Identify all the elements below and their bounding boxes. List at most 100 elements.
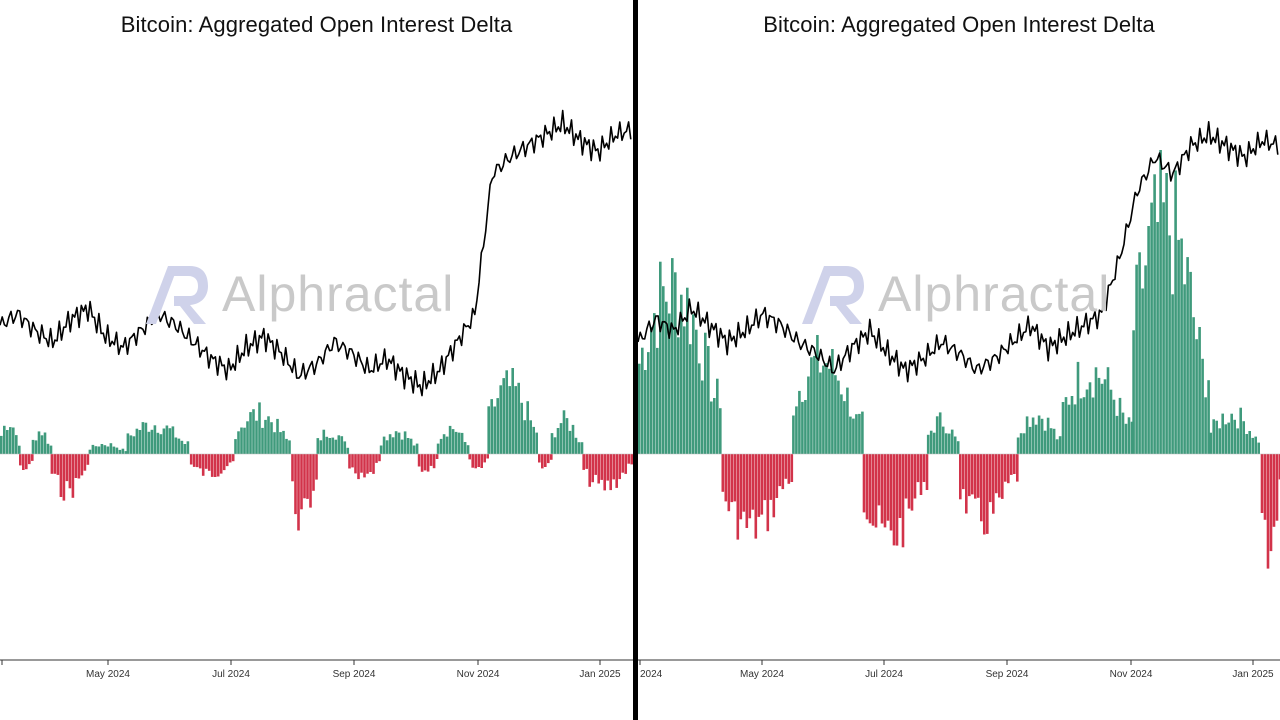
oi-delta-bar	[1171, 294, 1174, 454]
oi-delta-bar	[1150, 202, 1153, 454]
oi-delta-bar	[466, 445, 470, 454]
oi-delta-bar	[1100, 383, 1104, 454]
oi-delta-bar	[80, 454, 84, 476]
oi-delta-bar	[959, 454, 962, 500]
oi-delta-bar	[508, 386, 511, 454]
oi-delta-bar	[1138, 252, 1141, 454]
oi-delta-bar	[594, 454, 597, 475]
oi-delta-bar	[1275, 454, 1279, 521]
oi-delta-bar	[270, 422, 273, 454]
oi-delta-bar	[580, 442, 584, 454]
oi-delta-bar	[1221, 413, 1224, 454]
oi-delta-bar	[1209, 432, 1212, 454]
chart-panel-left: Bitcoin: Aggregated Open Interest Delta …	[0, 0, 633, 720]
oi-delta-bar	[846, 387, 849, 454]
oi-delta-bar	[186, 441, 190, 454]
oi-delta-bar	[276, 418, 279, 454]
oi-delta-bar	[1109, 389, 1113, 454]
oi-delta-bar	[100, 444, 104, 454]
oi-delta-bar	[600, 454, 603, 480]
oi-delta-bar	[541, 454, 544, 469]
oi-delta-bar	[1278, 454, 1280, 480]
oi-delta-bar	[553, 437, 557, 454]
oi-delta-bar	[177, 438, 181, 454]
oi-delta-bar	[297, 454, 300, 531]
oi-delta-bar	[704, 332, 707, 454]
oi-delta-bar	[28, 454, 31, 465]
oi-delta-bar	[932, 432, 936, 454]
oi-delta-bar	[609, 454, 612, 491]
oi-delta-bar	[15, 435, 18, 454]
oi-delta-bar	[792, 415, 795, 454]
oi-delta-bar	[1088, 382, 1092, 454]
oi-delta-bar	[1135, 264, 1138, 454]
oi-delta-bar	[180, 440, 184, 454]
oi-delta-bar	[650, 326, 653, 454]
oi-delta-bar	[168, 428, 172, 454]
oi-delta-bar	[745, 454, 749, 528]
oi-delta-bar	[701, 380, 704, 454]
oi-delta-bar	[288, 440, 291, 454]
oi-delta-bar	[388, 434, 392, 454]
oi-delta-bar	[300, 454, 303, 510]
oi-delta-bar	[962, 454, 965, 490]
oi-delta-bar	[216, 454, 220, 477]
oi-delta-bar	[445, 436, 449, 454]
oi-delta-bar	[1192, 317, 1195, 454]
oi-delta-bar	[463, 442, 467, 454]
oi-delta-bar	[656, 347, 659, 454]
oi-delta-bar	[468, 454, 471, 460]
oi-delta-bar	[83, 454, 87, 471]
oi-delta-bar	[141, 422, 145, 454]
oi-delta-bar	[385, 440, 389, 454]
oi-delta-bar	[309, 454, 312, 508]
oi-delta-bar	[995, 454, 998, 494]
oi-delta-bar	[153, 425, 157, 454]
oi-delta-bar	[258, 402, 261, 454]
oi-delta-bar	[910, 454, 914, 511]
oi-delta-bar	[369, 454, 372, 472]
oi-delta-bar	[378, 454, 381, 462]
oi-delta-bar	[992, 454, 995, 514]
oi-delta-bar	[1085, 389, 1089, 454]
oi-delta-bar	[382, 436, 386, 454]
oi-delta-bar	[781, 454, 785, 490]
oi-delta-bar	[409, 438, 413, 454]
oi-delta-bar	[219, 454, 223, 474]
oi-delta-bar	[279, 432, 282, 454]
oi-delta-bar	[1103, 379, 1107, 454]
oi-delta-bar	[1242, 421, 1245, 454]
oi-delta-bar	[736, 454, 740, 540]
oi-delta-bar	[6, 430, 9, 454]
oi-delta-bar	[132, 436, 136, 454]
plot-area-right: 2024 May 2024 Jul 2024 Sep 2024 Nov 2024 Jan …	[638, 121, 1280, 680]
oi-delta-bar	[315, 454, 318, 480]
oi-delta-bar	[840, 394, 843, 454]
oi-delta-bar	[394, 431, 398, 454]
oi-delta-bar	[417, 454, 421, 467]
oi-delta-bar	[1016, 437, 1020, 454]
oi-delta-bar	[751, 454, 755, 510]
oi-delta-bar	[801, 401, 804, 454]
price-line	[638, 121, 1279, 383]
oi-delta-bar	[204, 454, 208, 469]
oi-delta-bar	[621, 454, 624, 473]
oi-delta-bar	[124, 451, 128, 454]
oi-delta-bar	[582, 454, 585, 470]
plot-area-left: May 2024 Jul 2024 Sep 2024 Nov 2024 Jan 2025	[0, 109, 633, 680]
oi-delta-bar	[106, 446, 110, 454]
oi-delta-bar	[22, 454, 25, 470]
oi-delta-bar	[883, 454, 887, 528]
oi-delta-bar	[249, 412, 252, 454]
oi-delta-bar	[12, 427, 15, 454]
oi-delta-bar	[112, 446, 116, 454]
oi-delta-bar	[919, 454, 923, 495]
oi-delta-bar	[499, 385, 502, 454]
oi-delta-bar	[493, 406, 496, 454]
oi-delta-bar	[861, 411, 864, 454]
oi-delta-bar	[121, 448, 125, 454]
oi-delta-bar	[1174, 170, 1177, 454]
oi-delta-bar	[695, 329, 698, 454]
oi-delta-bar	[86, 454, 90, 465]
oi-delta-bar	[511, 368, 514, 454]
